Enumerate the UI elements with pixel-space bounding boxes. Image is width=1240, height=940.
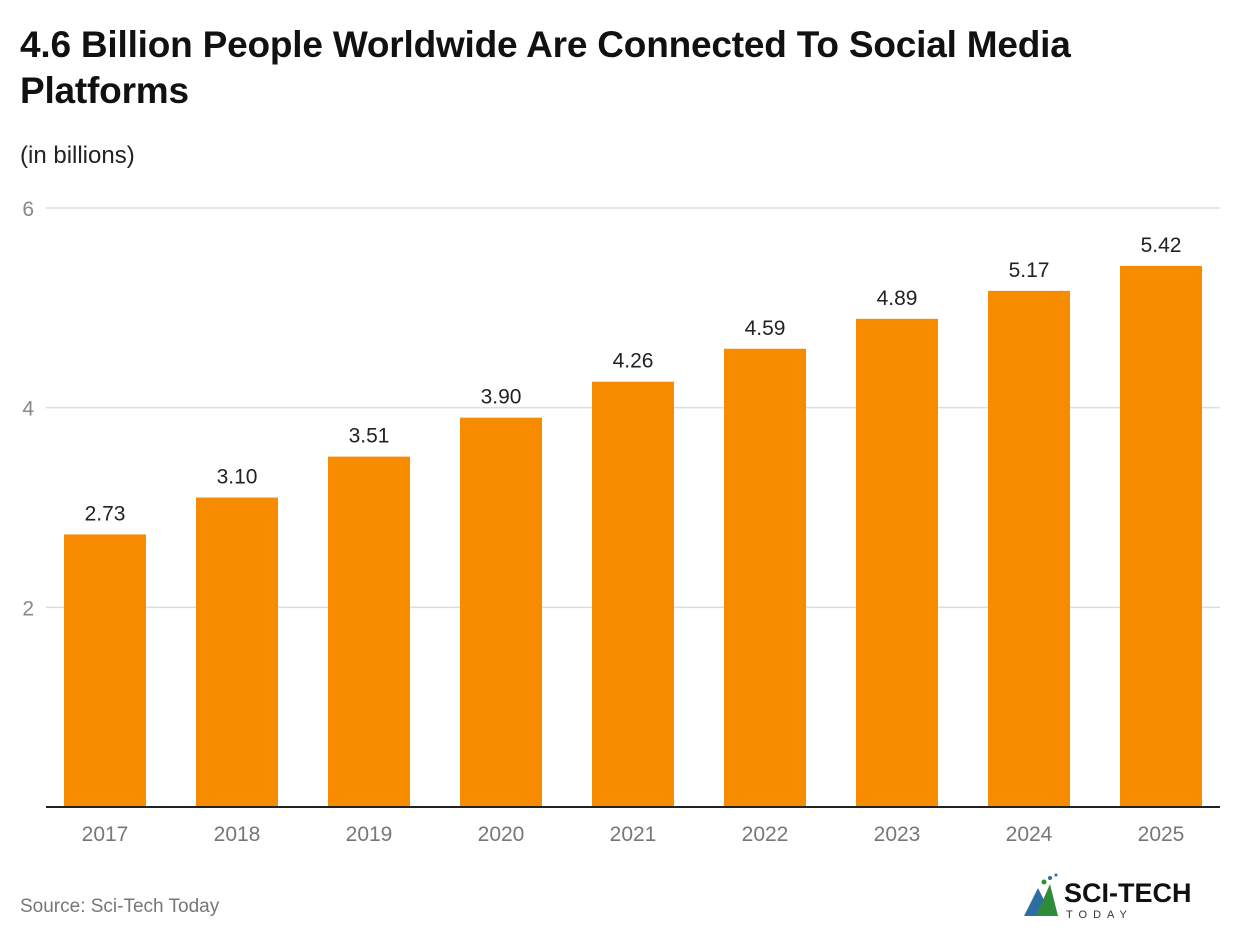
bar — [856, 318, 938, 807]
data-label: 2.73 — [85, 502, 126, 525]
y-tick-label: 4 — [22, 398, 34, 421]
x-tick-label: 2017 — [82, 823, 129, 846]
data-label: 5.42 — [1141, 234, 1182, 257]
data-label: 3.90 — [481, 386, 522, 409]
y-tick-label: 6 — [22, 198, 34, 221]
data-label: 4.59 — [745, 317, 786, 340]
source-note: Source: Sci-Tech Today — [20, 896, 220, 917]
bar-chart: 2 4 6 2.73 2017 3.10 2018 3.51 2019 3.90 2020 4.26 2… — [22, 198, 1220, 846]
x-tick-label: 2018 — [214, 823, 261, 846]
chart-title: 4.6 Billion People Worldwide Are Connect… — [20, 24, 1071, 111]
bar — [460, 417, 542, 807]
bar — [328, 456, 410, 807]
x-tick-label: 2023 — [874, 823, 921, 846]
data-label: 4.89 — [877, 287, 918, 310]
data-label: 5.17 — [1009, 259, 1050, 282]
svg-text:TODAY: TODAY — [1066, 909, 1133, 921]
data-label: 4.26 — [613, 350, 654, 373]
sci-tech-today-logo: SCI-TECH TODAY — [1024, 873, 1192, 921]
bar — [1120, 265, 1202, 807]
x-tick-label: 2024 — [1006, 823, 1053, 846]
y-tick-label: 2 — [22, 597, 34, 620]
bar — [724, 348, 806, 807]
chart-subtitle: (in billions) — [20, 142, 135, 169]
x-tick-label: 2025 — [1138, 823, 1185, 846]
data-label: 3.51 — [349, 425, 390, 448]
svg-text:SCI-TECH: SCI-TECH — [1064, 878, 1192, 908]
bar — [196, 497, 278, 807]
x-tick-label: 2019 — [346, 823, 393, 846]
x-tick-label: 2022 — [742, 823, 789, 846]
data-label: 3.10 — [217, 466, 258, 489]
x-tick-label: 2021 — [610, 823, 657, 846]
bar — [64, 534, 146, 807]
bar — [592, 381, 674, 807]
x-tick-label: 2020 — [478, 823, 525, 846]
bar — [988, 290, 1070, 807]
